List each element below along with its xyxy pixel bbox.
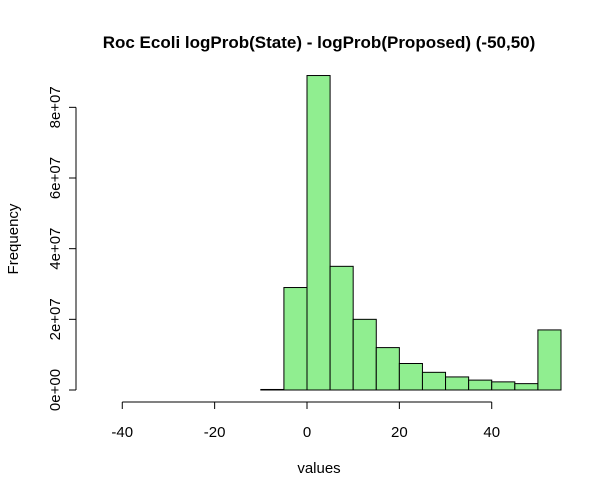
histogram-bar [537, 329, 562, 391]
x-axis: -40 -20 0 20 40 [111, 401, 500, 441]
x-tick-label: 20 [391, 424, 408, 441]
y-tick-label: 6e+07 [47, 157, 64, 199]
histogram-bar [398, 363, 423, 391]
histogram-bar [445, 376, 470, 391]
y-axis: 0e+00 2e+07 4e+07 6e+07 8e+07 [47, 86, 77, 411]
histogram-bar [352, 318, 377, 391]
x-tick-label: 40 [483, 424, 500, 441]
histogram-bar [260, 388, 285, 391]
histogram-bars [260, 75, 562, 391]
histogram-bar [375, 347, 400, 391]
histogram-bar [491, 381, 516, 391]
y-tick-label: 8e+07 [47, 86, 64, 128]
x-tick-label: -40 [111, 424, 133, 441]
histogram-bar [514, 383, 539, 391]
x-tick-label: -20 [204, 424, 226, 441]
histogram-bar [421, 371, 447, 391]
histogram-bar [283, 287, 308, 391]
y-tick-label: 4e+07 [47, 228, 64, 270]
histogram-bar [468, 379, 493, 391]
x-tick-label: 0 [303, 424, 311, 441]
histogram-bar [329, 265, 354, 391]
histogram-bar [306, 75, 331, 391]
x-axis-label: values [297, 460, 340, 477]
chart-title: Roc Ecoli logProb(State) - logProb(Propo… [103, 33, 536, 52]
y-axis-label: Frequency [5, 203, 22, 274]
y-tick-label: 2e+07 [47, 298, 64, 340]
y-tick-label: 0e+00 [47, 369, 64, 411]
